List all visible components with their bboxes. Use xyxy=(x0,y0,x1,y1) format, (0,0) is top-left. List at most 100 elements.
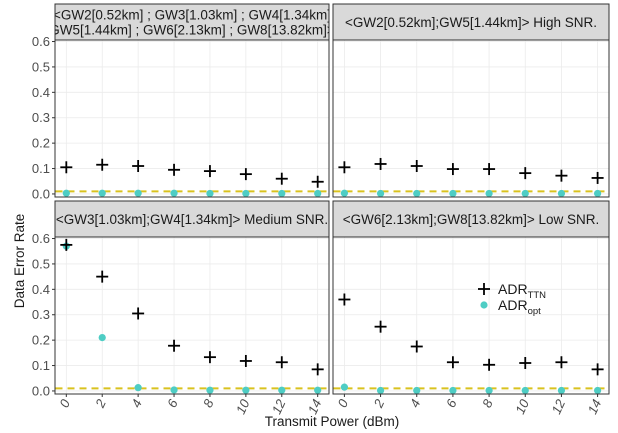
panel-background xyxy=(332,236,610,395)
adr-opt-point xyxy=(413,386,421,395)
adr-ttn-point xyxy=(168,339,181,352)
adr-ttn-point xyxy=(446,163,459,176)
y-tick-label: 0.1 xyxy=(32,161,50,176)
adr-opt-point xyxy=(314,386,322,394)
x-tick-label: 6 xyxy=(164,396,181,410)
facet-title: <GW2[0.52km] ; GW3[1.03km] ; GW4[1.34km] xyxy=(53,8,331,23)
panel-border xyxy=(54,39,330,198)
adr-ttn-point xyxy=(446,356,459,369)
adr-opt-point xyxy=(340,189,348,197)
adr-opt-point xyxy=(242,189,250,198)
x-tick-label: 10 xyxy=(512,396,532,416)
x-tick-label: 8 xyxy=(479,396,496,410)
adr-ttn-point xyxy=(239,354,252,367)
y-tick-label: 0.3 xyxy=(32,307,50,322)
adr-ttn-point xyxy=(519,357,532,370)
x-tick-label: 14 xyxy=(585,397,605,416)
facet-strip-label-group: <GW3[1.03km];GW4[1.34km]> Medium SNR. xyxy=(56,212,328,227)
adr-opt-point xyxy=(594,189,602,198)
panel-border xyxy=(54,236,330,395)
adr-opt-point xyxy=(62,189,70,197)
adr-opt-point xyxy=(413,189,421,198)
facet-title: GW5[1.44km] ; GW6[2.13km] ; GW8[13.82km]… xyxy=(49,23,335,38)
adr-ttn-point xyxy=(203,351,216,364)
x-tick-label: 2 xyxy=(92,396,109,410)
y-axis-title: Data Error Rate xyxy=(12,214,27,309)
y-tick-label: 0.2 xyxy=(32,136,50,151)
adr-ttn-point xyxy=(338,161,351,174)
adr-opt-point xyxy=(557,386,566,395)
adr-ttn-point xyxy=(311,363,324,376)
adr-ttn-point xyxy=(519,167,532,180)
adr-opt-point xyxy=(170,189,178,197)
adr-opt-point xyxy=(449,189,457,198)
adr-opt-point xyxy=(98,334,106,342)
adr-opt-point xyxy=(376,189,385,198)
facet-strip xyxy=(54,200,330,238)
adr-ttn-point xyxy=(96,158,109,171)
adr-opt-point xyxy=(206,189,214,198)
x-tick-label: 6 xyxy=(443,396,460,410)
panel-background xyxy=(332,39,610,198)
adr-ttn-point xyxy=(483,163,496,176)
x-tick-label: 12 xyxy=(548,396,568,416)
adr-ttn-point xyxy=(168,163,181,176)
adr-ttn-point xyxy=(410,340,423,353)
y-tick-label: 0.2 xyxy=(32,333,50,348)
adr-opt-point xyxy=(314,189,322,198)
panel-background xyxy=(54,236,330,395)
adr-opt-point xyxy=(98,189,106,197)
y-tick-label: 0.6 xyxy=(32,231,50,246)
y-tick-label: 0.4 xyxy=(32,282,50,297)
y-tick-label: 0.5 xyxy=(32,59,50,74)
adr-opt-point xyxy=(521,386,529,395)
facet-strip-label-group: <GW2[0.52km] ; GW3[1.03km] ; GW4[1.34km]… xyxy=(49,8,335,38)
panel-border xyxy=(332,39,610,198)
adr-opt-point xyxy=(170,386,178,394)
adr-opt-point xyxy=(134,384,142,392)
adr-opt-point xyxy=(557,189,566,198)
adr-opt-point xyxy=(449,386,457,395)
facet-strip xyxy=(332,200,610,238)
adr-ttn-point xyxy=(591,363,604,376)
x-tick-label: 0 xyxy=(334,396,351,410)
adr-ttn-point xyxy=(374,157,387,170)
adr-opt-point xyxy=(521,189,529,198)
y-tick-label: 0.5 xyxy=(32,256,50,271)
legend-ttn-marker xyxy=(478,283,490,295)
x-tick-label: 4 xyxy=(407,397,424,410)
adr-ttn-point xyxy=(311,175,324,188)
adr-ttn-point xyxy=(132,307,145,320)
adr-ttn-point xyxy=(410,160,423,173)
facet-title: <GW3[1.03km];GW4[1.34km]> Medium SNR. xyxy=(56,212,328,227)
adr-ttn-point xyxy=(275,356,288,369)
adr-ttn-point xyxy=(275,172,288,185)
facet-strip xyxy=(332,3,610,41)
facet-strip xyxy=(54,3,330,41)
adr-ttn-point xyxy=(555,356,568,369)
legend-opt-marker xyxy=(480,301,488,309)
adr-ttn-point xyxy=(555,169,568,182)
adr-opt-point xyxy=(134,189,142,197)
adr-ttn-point xyxy=(96,270,109,283)
adr-opt-point xyxy=(485,189,493,198)
adr-opt-point xyxy=(242,386,250,394)
legend-ttn-label: ADRTTN xyxy=(498,281,546,301)
facet-title: <GW6[2.13km];GW8[13.82km]> Low SNR. xyxy=(343,212,600,227)
adr-ttn-point xyxy=(132,160,145,173)
adr-ttn-point xyxy=(374,320,387,333)
facet-title: <GW2[0.52km];GW5[1.44km]> High SNR. xyxy=(345,15,597,30)
adr-ttn-point xyxy=(60,238,73,251)
y-tick-label: 0.4 xyxy=(32,85,50,100)
facet-strip-label-group: <GW6[2.13km];GW8[13.82km]> Low SNR. xyxy=(343,212,600,227)
facet-strip-label-group: <GW2[0.52km];GW5[1.44km]> High SNR. xyxy=(345,15,597,30)
adr-opt-point xyxy=(340,383,348,391)
legend-opt-label: ADRopt xyxy=(498,297,541,317)
adr-ttn-point xyxy=(239,168,252,181)
adr-opt-point xyxy=(206,386,214,394)
adr-opt-point xyxy=(594,386,602,395)
x-tick-label: 4 xyxy=(128,397,145,410)
x-tick-label: 8 xyxy=(200,396,217,410)
